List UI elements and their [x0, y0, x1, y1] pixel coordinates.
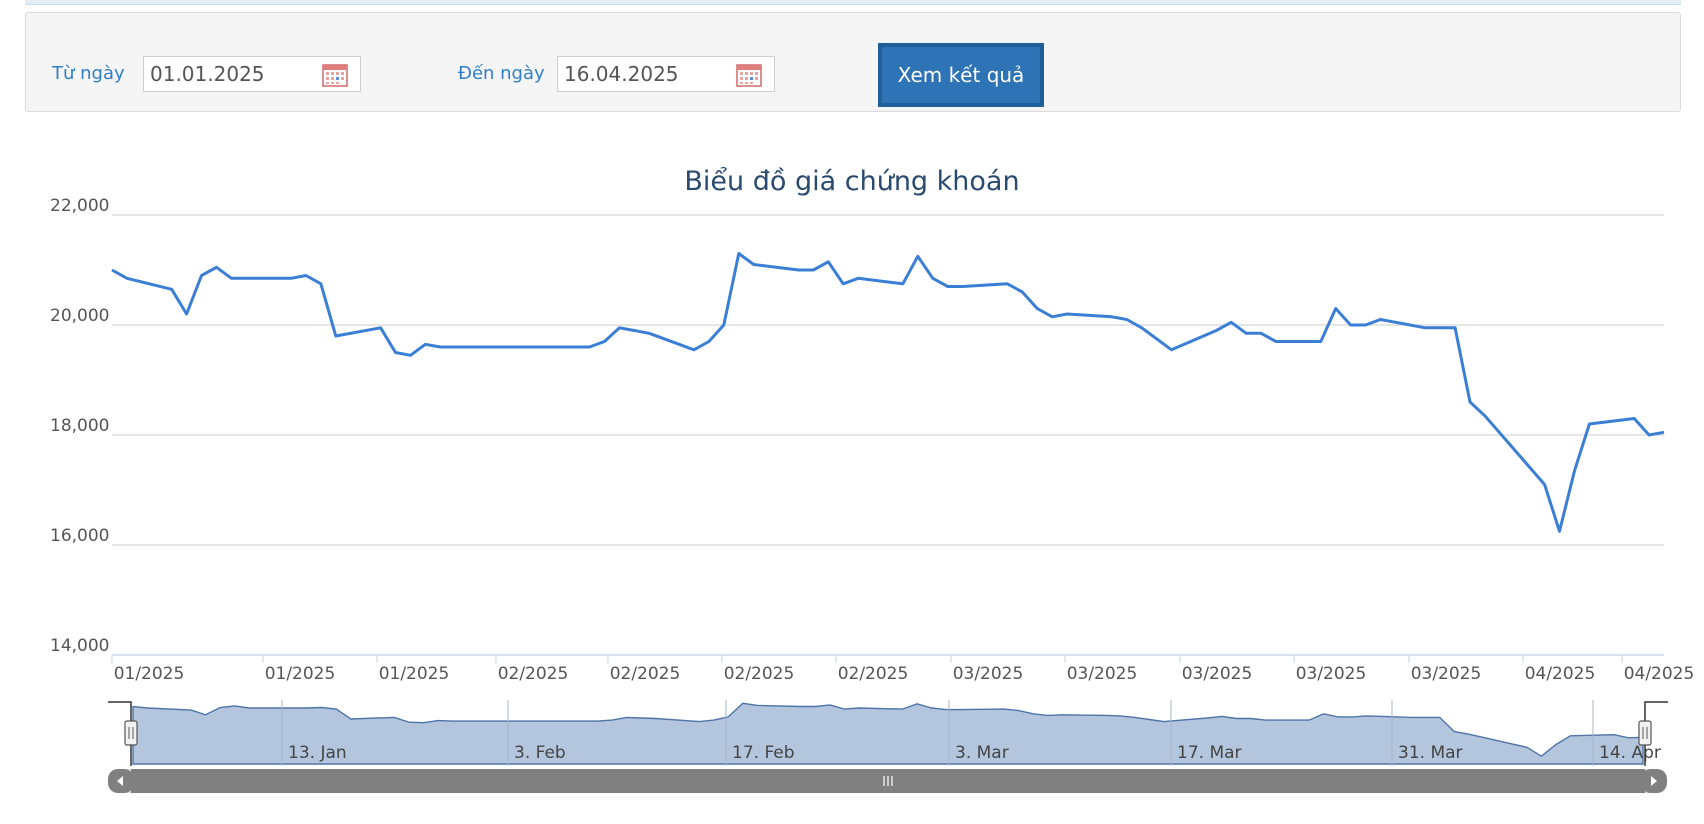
y-axis-ticks: 22,000 20,000 18,000 16,000 14,000 [50, 196, 109, 656]
view-results-button[interactable]: Xem kết quả [878, 43, 1044, 107]
calendar-icon[interactable] [736, 63, 762, 87]
x-tick-label: 04/2025 [1525, 664, 1596, 684]
navigator-date-label: 17. Mar [1177, 743, 1242, 763]
price-series [111, 252, 1665, 533]
chart-title: Biểu đồ giá chứng khoán [684, 166, 1019, 197]
x-tick-label: 01/2025 [379, 664, 450, 684]
x-tick-label: 04/2025 [1624, 664, 1695, 684]
navigator[interactable]: 13. Jan 3. Feb 17. Feb 3. Mar 17. Mar 31. Mar… [108, 690, 1668, 766]
x-axis: 01/2025 01/2025 01/2025 02/2025 02/2025 02/20… [111, 655, 1695, 684]
scrollbar[interactable] [108, 769, 1667, 793]
x-tick-label: 02/2025 [724, 664, 795, 684]
navigator-date-label: 13. Jan [288, 743, 347, 763]
date-filter-panel: Từ ngày Đến ngày Xem kế [25, 12, 1681, 112]
navigator-date-label: 3. Feb [514, 743, 566, 763]
from-date-label: Từ ngày [52, 63, 125, 84]
x-tick-label: 02/2025 [610, 664, 681, 684]
y-tick-label: 20,000 [50, 306, 109, 326]
x-tick-label: 03/2025 [1182, 664, 1253, 684]
x-tick-label: 03/2025 [1296, 664, 1367, 684]
handle-body[interactable] [1638, 720, 1652, 746]
price-line [111, 252, 1665, 533]
calendar-icon[interactable] [322, 63, 348, 87]
stock-price-chart: Biểu đồ giá chứng khoán 22,000 20,000 18,0… [50, 166, 1695, 793]
chevron-right-icon [1651, 776, 1657, 786]
navigator-date-label: 14. Apr [1599, 743, 1661, 763]
handle-body[interactable] [124, 720, 138, 746]
x-tick-label: 03/2025 [1411, 664, 1482, 684]
y-tick-label: 16,000 [50, 526, 109, 546]
y-tick-label: 22,000 [50, 196, 109, 216]
x-tick-label: 01/2025 [265, 664, 336, 684]
navigator-handle-left[interactable] [124, 720, 138, 746]
to-date-field[interactable] [557, 56, 775, 92]
navigator-date-label: 31. Mar [1398, 743, 1463, 763]
to-date-label: Đến ngày [458, 63, 545, 84]
x-tick-label: 01/2025 [114, 664, 185, 684]
top-strip [25, 0, 1681, 5]
y-tick-label: 14,000 [50, 636, 109, 656]
x-tick-label: 02/2025 [498, 664, 569, 684]
navigator-area [132, 702, 1644, 765]
x-tick-label: 03/2025 [953, 664, 1024, 684]
navigator-date-label: 17. Feb [732, 743, 795, 763]
from-date-field[interactable] [143, 56, 361, 92]
y-tick-label: 18,000 [50, 416, 109, 436]
from-date-input[interactable] [144, 57, 320, 91]
chevron-left-icon [117, 776, 123, 786]
navigator-handle-right[interactable] [1638, 720, 1652, 746]
navigator-date-label: 3. Mar [955, 743, 1009, 763]
to-date-input[interactable] [558, 57, 734, 91]
x-tick-label: 03/2025 [1067, 664, 1138, 684]
view-results-label: Xem kết quả [882, 47, 1040, 103]
x-tick-label: 02/2025 [838, 664, 909, 684]
